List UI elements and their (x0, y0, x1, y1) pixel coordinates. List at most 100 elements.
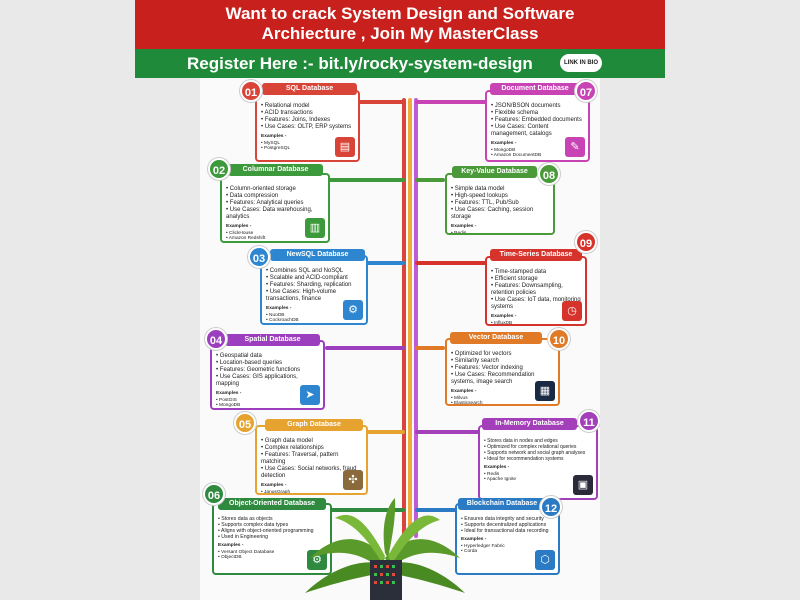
examples-label: Examples - (461, 537, 487, 542)
example-item: ClickHouse (226, 231, 324, 237)
branch-06 (330, 508, 405, 512)
number-08: 08 (538, 163, 560, 185)
title-in-memory-database: In-Memory Database (482, 418, 577, 430)
title-vector-database: Vector Database (450, 332, 542, 344)
feature-item: Location-based queries (216, 360, 319, 367)
feature-item: Features: Geometric functions (216, 367, 319, 374)
feature-item: Efficient storage (491, 276, 581, 283)
feature-item: Use Cases: Caching, session storage (451, 207, 549, 221)
sql-examples: MySQL PostgreSQL (261, 141, 354, 152)
branch-05 (365, 430, 405, 434)
feature-item: Features: Downsampling, retention polici… (491, 283, 581, 297)
example-item: Redis (451, 231, 549, 234)
number-09: 09 (575, 231, 597, 253)
trunk-line-red (402, 98, 406, 538)
example-item: Corda (461, 549, 554, 555)
number-06: 06 (203, 483, 225, 505)
card-sql-database: Relational model ACID transactions Featu… (255, 90, 360, 162)
trunk-line-purple (414, 98, 418, 538)
feature-item: Use Cases: Social networks, fraud detect… (261, 466, 362, 480)
branch-01 (355, 100, 405, 104)
link-in-bio-badge[interactable]: LINK IN BIO (560, 54, 602, 72)
card-document-database: JSON/BSON documents Flexible schema Feat… (485, 90, 590, 162)
document-features: JSON/BSON documents Flexible schema Feat… (491, 103, 584, 138)
trunk-line-yellow (408, 98, 412, 538)
card-graph-database: Graph data model Complex relationships F… (255, 425, 368, 495)
branch-08 (415, 178, 445, 182)
number-05: 05 (234, 412, 256, 434)
register-text[interactable]: Register Here :- bit.ly/rocky-system-des… (187, 54, 533, 73)
card-newsql-database: Combines SQL and NoSQL Scalable and ACID… (260, 255, 368, 325)
feature-item: Use Cases: Content management, catalogs (491, 124, 584, 138)
examples-label: Examples - (451, 389, 477, 394)
columnar-features: Column-oriented storage Data compression… (226, 186, 324, 221)
example-item: Elasticsearch (451, 401, 554, 404)
example-item: Apache Ignite (484, 477, 592, 483)
example-item: Amazon Redshift (226, 236, 324, 241)
plant-server-illustration (305, 498, 465, 600)
feature-item: Supports decentralized applications (461, 522, 554, 528)
spatial-features: Geospatial data Location-based queries F… (216, 353, 319, 388)
title-object-oriented-database: Object-Oriented Database (218, 498, 326, 510)
feature-item: Features: TTL, Pub/Sub (451, 200, 549, 207)
title-columnar-database: Columnar Database (228, 164, 323, 176)
example-item: PostGIS (216, 398, 319, 404)
feature-item: Use Cases: Data warehousing, analytics (226, 207, 324, 221)
masterclass-banner: Want to crack System Design and Software… (135, 0, 665, 78)
example-item: MySQL (261, 141, 354, 147)
feature-item: Ideal for transactional data recording (461, 528, 554, 534)
feature-item: Flexible schema (491, 110, 584, 117)
in-memory-features: Stores data in nodes and edges Optimized… (484, 438, 592, 462)
clock-icon: ◷ (562, 301, 582, 321)
card-key-value-database: Simple data model High-speed lookups Fea… (445, 173, 555, 235)
title-key-value-database: Key-Value Database (452, 166, 537, 178)
feature-item: Data compression (226, 193, 324, 200)
key-value-features: Simple data model High-speed lookups Fea… (451, 186, 549, 221)
feature-item: Features: Sharding, replication (266, 282, 362, 289)
branch-04 (325, 346, 405, 350)
branch-07 (415, 100, 490, 104)
feature-item: Time-stamped data (491, 269, 581, 276)
sql-features: Relational model ACID transactions Featu… (261, 103, 354, 131)
examples-label: Examples - (216, 391, 242, 396)
card-columnar-database: Column-oriented storage Data compression… (220, 173, 330, 243)
example-item: Milvus (451, 396, 554, 402)
document-examples: MongoDB Amazon DocumentDB (491, 148, 584, 159)
register-link[interactable]: Register Here :- bit.ly/rocky-system-des… (135, 49, 665, 78)
feature-item: Stores data in nodes and edges (484, 438, 592, 444)
feature-item: Features: Analytical queries (226, 200, 324, 207)
memory-icon: ▣ (573, 475, 593, 495)
number-07: 07 (575, 80, 597, 102)
feature-item: Optimized for complex relational queries (484, 444, 592, 450)
feature-item: Complex relationships (261, 445, 362, 452)
card-spatial-database: Geospatial data Location-based queries F… (210, 340, 325, 410)
number-11: 11 (578, 410, 600, 432)
object-oriented-examples: Versant Object Database ObjectDB (218, 550, 326, 561)
key-value-examples: Redis Apache Cassandra (451, 231, 549, 234)
card-in-memory-database: Stores data in nodes and edges Optimized… (478, 425, 598, 500)
examples-label: Examples - (218, 543, 244, 548)
title-blockchain-database: Blockchain Database (458, 498, 546, 510)
blockchain-features: Ensures data integrity and security Supp… (461, 516, 554, 534)
branch-12 (415, 508, 460, 512)
time-series-features: Time-stamped data Efficient storage Feat… (491, 269, 581, 311)
examples-label: Examples - (226, 224, 252, 229)
card-vector-database: Optimized for vectors Similarity search … (445, 338, 560, 406)
number-04: 04 (205, 328, 227, 350)
title-newsql-database: NewSQL Database (270, 249, 365, 261)
database-icon: ▤ (335, 137, 355, 157)
blockchain-examples: Hyperledger Fabric Corda (461, 544, 554, 555)
feature-item: Features: Traversal, pattern matching (261, 452, 362, 466)
feature-item: Similarity search (451, 358, 554, 365)
example-item: InfluxDB (491, 321, 581, 325)
vector-icon: ▦ (535, 381, 555, 401)
feature-item: Features: Embedded documents (491, 117, 584, 124)
branch-03 (365, 261, 405, 265)
title-spatial-database: Spatial Database (225, 334, 320, 346)
document-icon: ✎ (565, 137, 585, 157)
number-12: 12 (540, 496, 562, 518)
example-item: NuoDB (266, 313, 362, 319)
object-oriented-features: Stores data as objects Supports complex … (218, 516, 326, 540)
branch-09 (415, 261, 490, 265)
branch-10 (415, 346, 445, 350)
